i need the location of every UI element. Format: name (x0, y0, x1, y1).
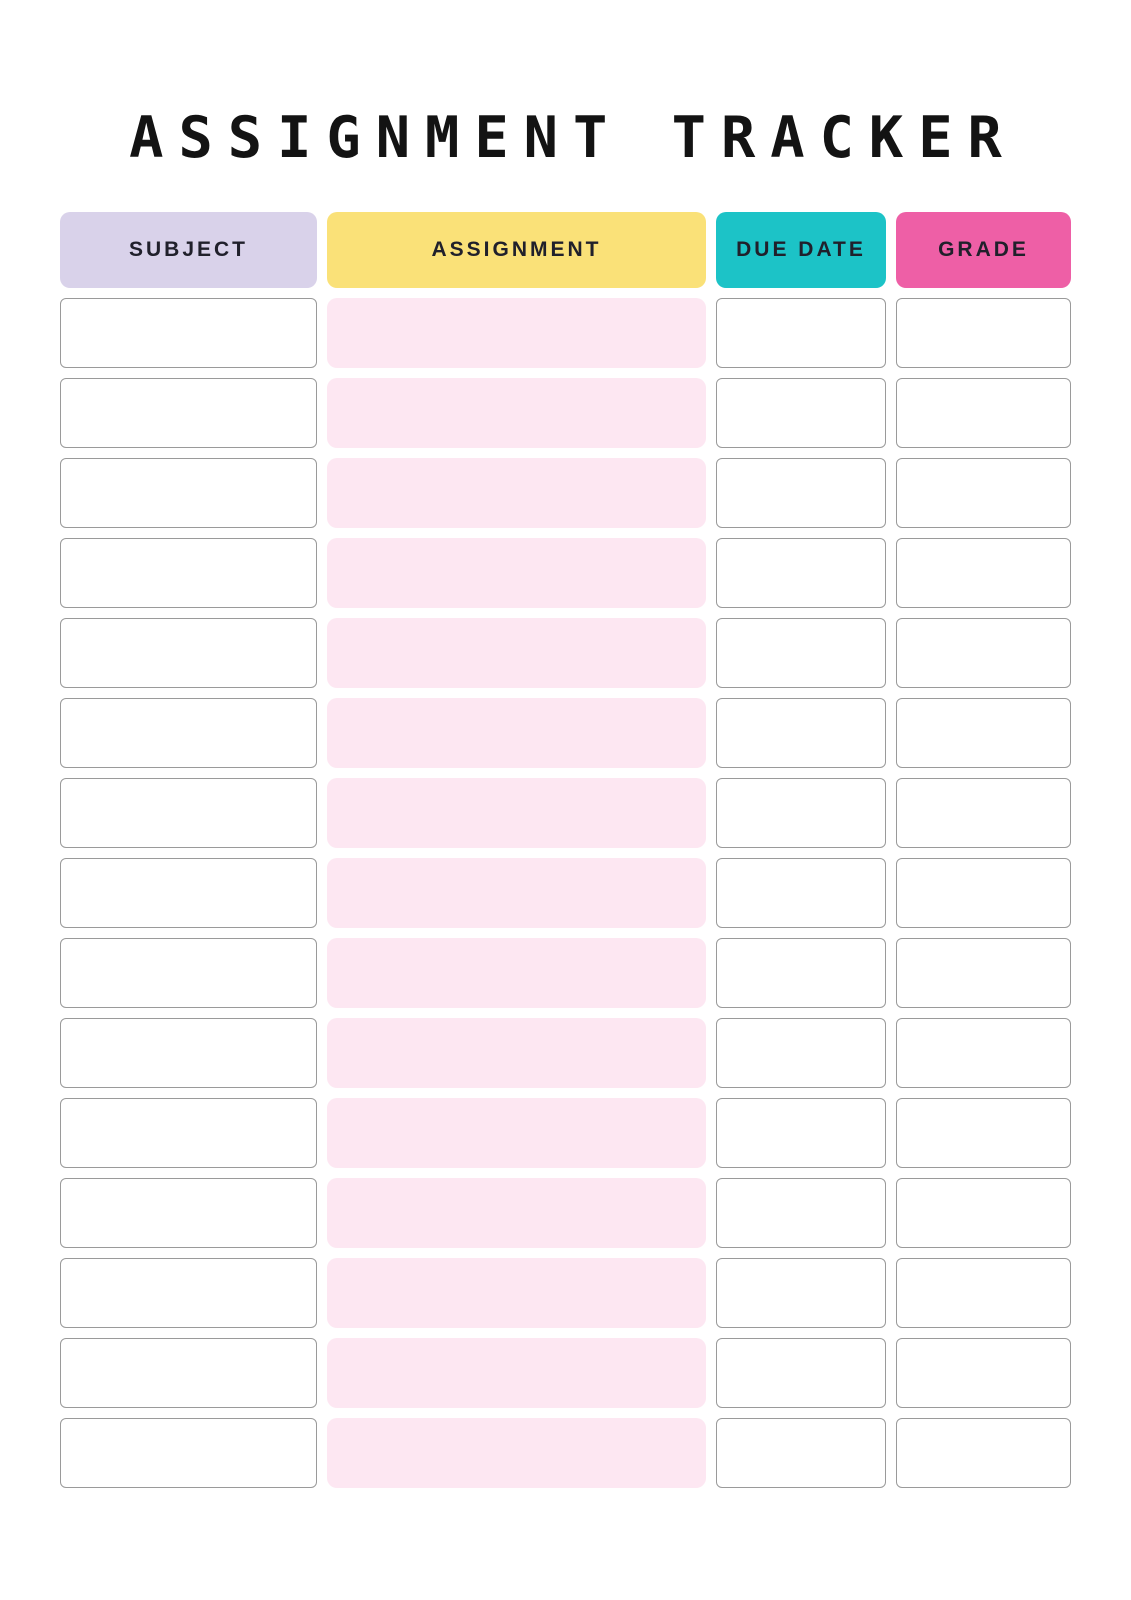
subject-cell[interactable] (60, 858, 317, 928)
assignment-cell[interactable] (327, 1098, 706, 1168)
due_date-cell[interactable] (716, 698, 886, 768)
assignment-cell[interactable] (327, 778, 706, 848)
assignment-cell[interactable] (327, 1338, 706, 1408)
due_date-cell[interactable] (716, 858, 886, 928)
assignment-cell[interactable] (327, 538, 706, 608)
assignment-table: SUBJECT ASSIGNMENT DUE DATE GRADE (60, 212, 1071, 1488)
grade-cell[interactable] (896, 1098, 1071, 1168)
column-header-assignment: ASSIGNMENT (327, 212, 706, 288)
grade-cell[interactable] (896, 538, 1071, 608)
subject-cell[interactable] (60, 1098, 317, 1168)
grade-cell[interactable] (896, 1178, 1071, 1248)
subject-cell[interactable] (60, 378, 317, 448)
grade-cell[interactable] (896, 698, 1071, 768)
assignment-cell[interactable] (327, 458, 706, 528)
due_date-cell[interactable] (716, 1178, 886, 1248)
subject-cell[interactable] (60, 458, 317, 528)
page-title: ASSIGNMENT TRACKER (129, 105, 1017, 171)
due_date-cell[interactable] (716, 538, 886, 608)
subject-cell[interactable] (60, 538, 317, 608)
due_date-cell[interactable] (716, 298, 886, 368)
grade-cell[interactable] (896, 378, 1071, 448)
assignment-cell[interactable] (327, 1018, 706, 1088)
assignment-cell[interactable] (327, 298, 706, 368)
column-header-label: GRADE (938, 238, 1029, 261)
column-header-grade: GRADE (896, 212, 1071, 288)
due_date-cell[interactable] (716, 1338, 886, 1408)
grade-cell[interactable] (896, 778, 1071, 848)
assignment-cell[interactable] (327, 1258, 706, 1328)
due_date-cell[interactable] (716, 1018, 886, 1088)
column-header-due_date: DUE DATE (716, 212, 886, 288)
subject-cell[interactable] (60, 698, 317, 768)
due_date-cell[interactable] (716, 1098, 886, 1168)
subject-cell[interactable] (60, 778, 317, 848)
subject-cell[interactable] (60, 938, 317, 1008)
assignment-cell[interactable] (327, 938, 706, 1008)
due_date-cell[interactable] (716, 618, 886, 688)
assignment-cell[interactable] (327, 1178, 706, 1248)
assignment-cell[interactable] (327, 618, 706, 688)
subject-cell[interactable] (60, 298, 317, 368)
column-header-label: SUBJECT (128, 238, 249, 261)
subject-cell[interactable] (60, 1418, 317, 1488)
subject-cell[interactable] (60, 1178, 317, 1248)
column-header-label: ASSIGNMENT (431, 238, 602, 261)
due_date-cell[interactable] (716, 378, 886, 448)
assignment-cell[interactable] (327, 858, 706, 928)
subject-cell[interactable] (60, 1338, 317, 1408)
assignment-cell[interactable] (327, 1418, 706, 1488)
due_date-cell[interactable] (716, 938, 886, 1008)
subject-cell[interactable] (60, 618, 317, 688)
grade-cell[interactable] (896, 1018, 1071, 1088)
grade-cell[interactable] (896, 618, 1071, 688)
subject-cell[interactable] (60, 1258, 317, 1328)
grade-cell[interactable] (896, 858, 1071, 928)
grade-cell[interactable] (896, 938, 1071, 1008)
grade-cell[interactable] (896, 298, 1071, 368)
due_date-cell[interactable] (716, 1258, 886, 1328)
due_date-cell[interactable] (716, 1418, 886, 1488)
grade-cell[interactable] (896, 1258, 1071, 1328)
due_date-cell[interactable] (716, 458, 886, 528)
grade-cell[interactable] (896, 1338, 1071, 1408)
grade-cell[interactable] (896, 458, 1071, 528)
due_date-cell[interactable] (716, 778, 886, 848)
column-header-subject: SUBJECT (60, 212, 317, 288)
assignment-cell[interactable] (327, 378, 706, 448)
column-header-label: DUE DATE (736, 238, 866, 261)
subject-cell[interactable] (60, 1018, 317, 1088)
assignment-cell[interactable] (327, 698, 706, 768)
grade-cell[interactable] (896, 1418, 1071, 1488)
